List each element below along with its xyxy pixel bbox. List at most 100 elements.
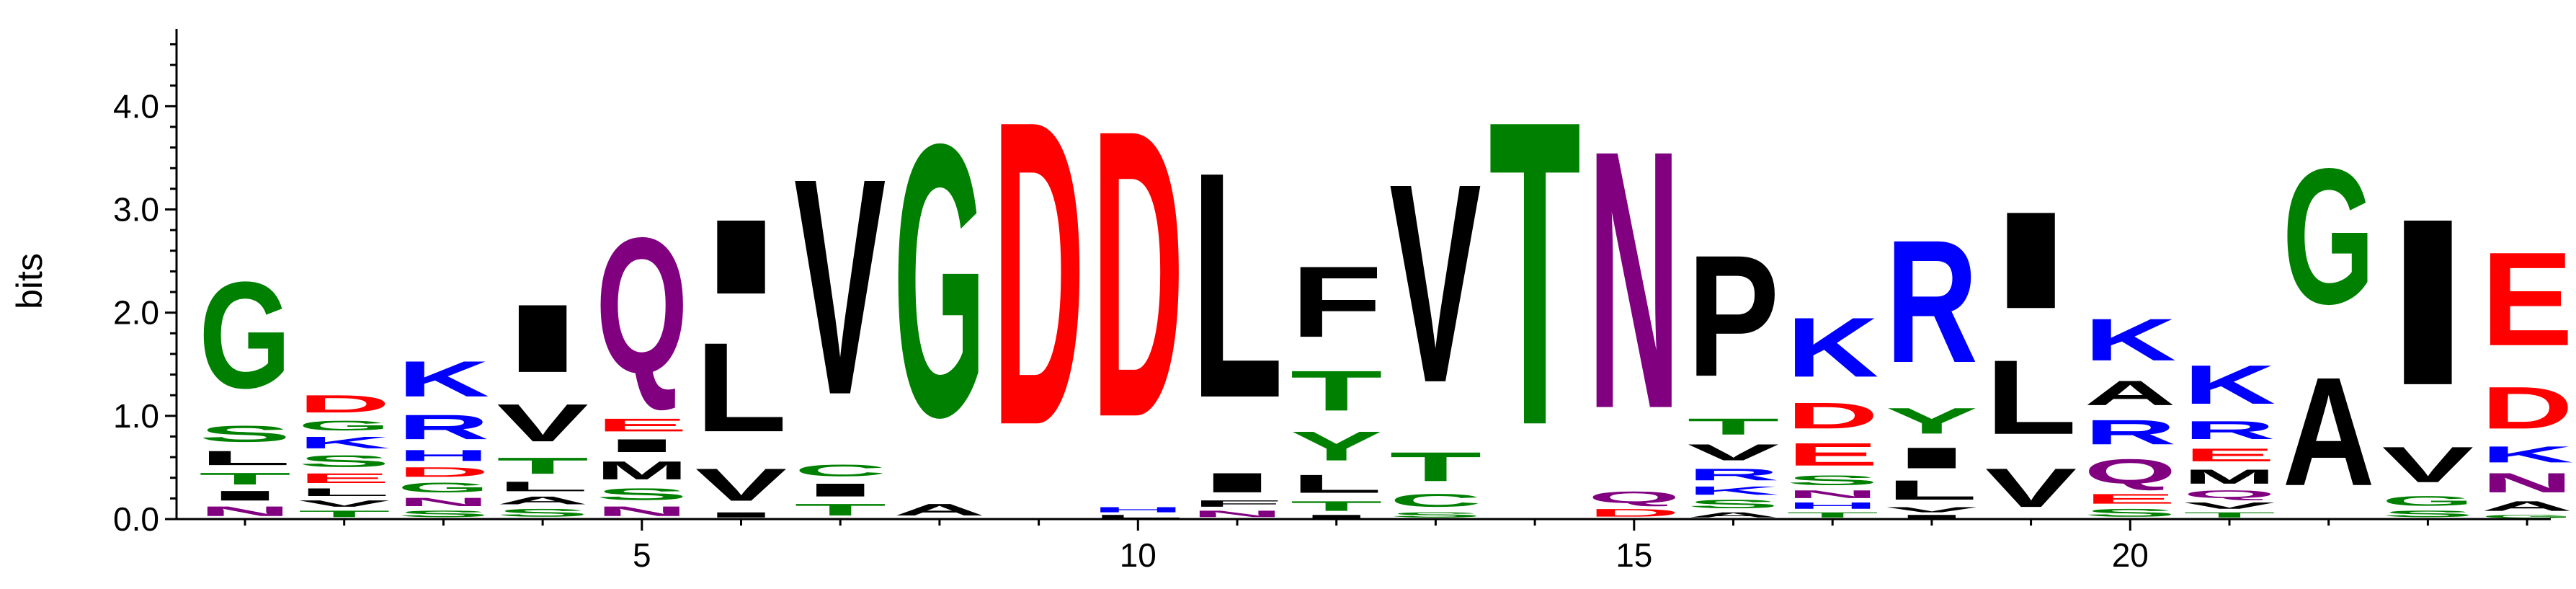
logo-letter-q-pos-20: Q: [2084, 452, 2176, 491]
logo-letter-v-pos-16: V: [1688, 440, 1779, 466]
logo-letter-e-pos-5: E: [596, 415, 688, 435]
logo-letter-s-pos-17: S: [1786, 473, 1878, 488]
logo-letter-d-pos-24: D: [2481, 375, 2573, 441]
y-tick-label: 2.0: [113, 294, 159, 332]
logo-letter-s-pos-2: S: [298, 452, 391, 471]
logo-letter-t-pos-12: T: [1291, 498, 1383, 514]
logo-letter-k-pos-24: K: [2481, 442, 2573, 468]
logo-letter-e-pos-20: E: [2084, 491, 2176, 506]
logo-letter-d-pos-15: D: [1588, 507, 1680, 519]
logo-letter-g-pos-22: G: [2283, 128, 2375, 345]
logo-letter-y-pos-18: Y: [1886, 400, 1978, 441]
logo-letter-a-pos-4: A: [496, 495, 589, 507]
logo-letter-h-pos-10: H: [1092, 505, 1184, 513]
logo-letter-f-pos-11: F: [1191, 498, 1283, 508]
logo-letter-r-pos-16: R: [1688, 466, 1780, 484]
logo-letter-m-pos-5: M: [596, 456, 688, 484]
logo-letter-n-pos-5: N: [596, 503, 688, 518]
logo-letter-k-pos-3: K: [397, 350, 489, 407]
logo-letter-n-pos-3: N: [397, 495, 489, 509]
logo-letter-e-pos-24: E: [2481, 224, 2573, 373]
logo-letter-k-pos-16: K: [1688, 484, 1780, 497]
logo-letter-h-pos-17: H: [1786, 500, 1878, 510]
logo-letter-t-pos-4: T: [496, 453, 589, 479]
logo-letter-t-pos-7: T: [794, 500, 886, 519]
logo-letter-l-pos-10: L: [1092, 514, 1184, 519]
logo-letter-t-pos-16: T: [1688, 414, 1780, 440]
logo-letter-s-pos-20: S: [2084, 507, 2176, 519]
logo-letter-r-pos-3: R: [397, 407, 489, 447]
logo-letter-l-pos-12: L: [1291, 469, 1383, 498]
logo-letter-i-pos-18: I: [1886, 442, 1978, 475]
logo-letter-l-pos-18: L: [1886, 474, 1978, 505]
logo-letter-s-pos-3: S: [397, 509, 489, 519]
logo-letter-s-pos-4: S: [496, 507, 589, 519]
logo-letter-k-pos-2: K: [298, 433, 391, 452]
logo-letter-d-pos-10: D: [1092, 45, 1184, 503]
logo-letter-a-pos-20: A: [2084, 373, 2176, 413]
logo-letter-a-pos-22: A: [2283, 345, 2375, 518]
logo-letter-a-pos-24: A: [2481, 498, 2573, 513]
logo-letter-s-pos-23: S: [2381, 509, 2474, 519]
logo-letter-i-pos-7: I: [794, 480, 886, 501]
x-tick-label: 15: [1615, 536, 1652, 574]
logo-letter-d-pos-3: D: [397, 464, 489, 479]
logo-letter-i-pos-23: I: [2381, 169, 2474, 435]
logo-letter-v-pos-13: V: [1389, 125, 1481, 442]
logo-letter-g-pos-1: G: [199, 251, 291, 420]
x-tick-label: 5: [633, 536, 651, 574]
logo-letter-e-pos-17: E: [1786, 436, 1878, 472]
logo-letter-l-pos-2: L: [298, 486, 391, 498]
logo-letter-f-pos-12: F: [1291, 245, 1383, 359]
logo-letter-g-pos-2: G: [298, 418, 391, 433]
logo-letter-e-pos-2: E: [298, 471, 391, 486]
y-tick-label: 1.0: [113, 397, 159, 435]
logo-letter-q-pos-15: Q: [1588, 488, 1680, 507]
logo-letter-n-pos-24: N: [2481, 468, 2573, 499]
logo-letter-l-pos-19: L: [1985, 338, 2077, 456]
logo-letter-i-pos-11: I: [1191, 467, 1283, 498]
x-tick-label: 10: [1120, 536, 1156, 574]
logo-letter-n-pos-17: N: [1786, 488, 1878, 500]
logo-letter-s-pos-1: S: [199, 421, 291, 447]
logo-letter-r-pos-18: R: [1886, 205, 1978, 400]
logo-letter-l-pos-1: L: [199, 447, 291, 469]
logo-letter-n-pos-11: N: [1191, 509, 1283, 519]
logo-letter-v-pos-23: V: [2382, 436, 2474, 493]
logo-letter-v-pos-6: V: [695, 459, 787, 510]
logo-letter-c-pos-7: C: [794, 461, 886, 480]
logo-letter-t-pos-12: T: [1291, 359, 1383, 423]
logo-letter-t-pos-13: T: [1389, 443, 1481, 490]
logo-letter-i-pos-6: I: [695, 198, 788, 316]
logo-letter-i-pos-19: I: [1985, 183, 2077, 337]
logo-letter-m-pos-21: M: [2183, 466, 2276, 488]
logo-glyphs: NITLSGTVLESKGDSNGDHRKSALTVINSMIEQIVLITIC…: [199, 30, 2573, 519]
logo-letter-p-pos-16: P: [1688, 220, 1780, 414]
logo-letter-v-pos-18: V: [1886, 505, 1977, 513]
logo-letter-s-pos-5: S: [596, 485, 688, 504]
logo-letter-v-pos-19: V: [1985, 457, 2077, 519]
logo-letter-k-pos-21: K: [2183, 353, 2276, 415]
x-tick-label: 20: [2112, 536, 2149, 574]
logo-letter-i-pos-4: I: [496, 284, 589, 392]
logo-letter-c-pos-13: C: [1389, 490, 1481, 511]
y-tick-label: 4.0: [113, 87, 159, 125]
logo-letter-s-pos-16: S: [1688, 497, 1780, 511]
logo-letter-v-pos-2: V: [298, 498, 390, 508]
logo-letter-h-pos-3: H: [397, 447, 489, 464]
logo-letter-i-pos-18: I: [1886, 514, 1978, 519]
logo-letter-i-pos-6: I: [695, 511, 788, 519]
logo-letter-s-pos-13: S: [1389, 510, 1481, 518]
logo-letter-v-pos-7: V: [794, 115, 886, 459]
logo-letter-k-pos-17: K: [1786, 300, 1878, 394]
logo-letter-i-pos-5: I: [596, 435, 688, 456]
logo-letter-i-pos-12: I: [1291, 514, 1383, 519]
y-axis-ticks: 0.0 1.0 2.0 3.0 4.0: [113, 43, 177, 538]
logo-letter-t-pos-14: T: [1489, 30, 1581, 516]
logo-letter-t-pos-17: T: [1786, 511, 1878, 519]
y-tick-label: 3.0: [113, 191, 159, 229]
logo-letter-i-pos-1: I: [199, 488, 291, 503]
logo-letter-l-pos-11: L: [1191, 106, 1283, 466]
y-axis-title: bits: [9, 253, 50, 309]
